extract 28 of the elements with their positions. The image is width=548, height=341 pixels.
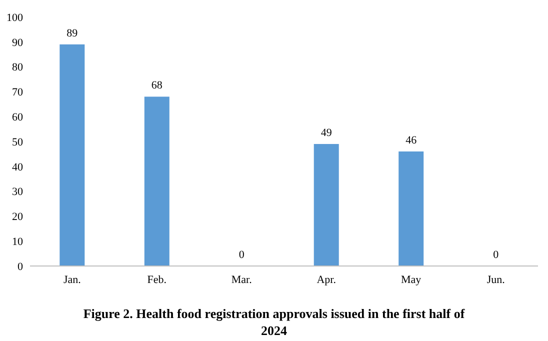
y-tick-label: 60 — [12, 111, 24, 124]
data-label: 89 — [66, 27, 78, 40]
y-tick-label: 50 — [12, 136, 24, 148]
y-tick-label: 10 — [12, 236, 24, 248]
bar — [144, 96, 170, 266]
x-tick-label: Jan. — [63, 274, 82, 286]
y-tick-label: 40 — [12, 161, 24, 174]
data-label: 49 — [320, 126, 332, 139]
bar — [314, 144, 339, 266]
y-tick-label: 30 — [12, 186, 24, 198]
data-label: 0 — [493, 249, 500, 261]
bar — [60, 44, 85, 266]
x-tick-label: Apr. — [316, 274, 336, 286]
data-label: 46 — [406, 134, 418, 146]
text: Figure 2. Health food registration approvals issued in the first half of 2024 — [83, 306, 466, 338]
data-label: 68 — [151, 80, 163, 92]
y-tick-label: 70 — [12, 86, 24, 99]
x-tick-label: Mar. — [231, 274, 252, 286]
y-tick-label: 80 — [12, 62, 24, 74]
bar — [398, 151, 424, 266]
x-tick-label: Feb. — [147, 274, 167, 286]
data-label: 0 — [238, 249, 245, 261]
y-tick-label: 20 — [12, 211, 24, 224]
y-tick-label: 0 — [18, 260, 24, 273]
y-tick-label: 100 — [6, 12, 24, 24]
y-tick-label: 90 — [12, 36, 24, 49]
x-tick-label: May — [401, 274, 422, 286]
x-tick-label: Jun. — [486, 274, 506, 286]
